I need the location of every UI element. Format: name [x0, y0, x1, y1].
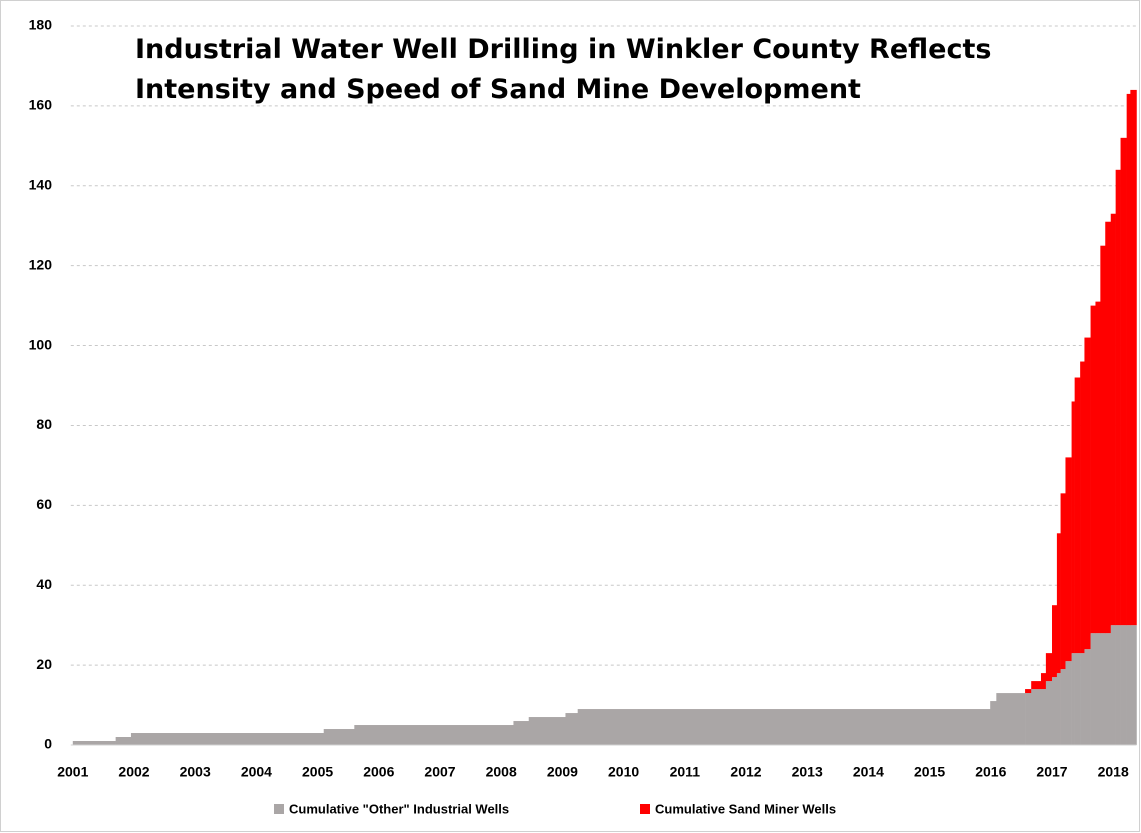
x-tick-label: 2017 [1036, 764, 1067, 780]
step-segment [1100, 633, 1106, 745]
step-segment [1120, 625, 1127, 745]
step-segment [513, 721, 530, 745]
step-segment [1060, 493, 1066, 670]
step-segment [1045, 653, 1053, 682]
x-tick-label: 2014 [853, 764, 884, 780]
step-segment [1071, 653, 1075, 745]
step-segment [1052, 677, 1058, 745]
y-tick-label: 120 [29, 256, 53, 272]
y-tick-label: 100 [29, 336, 53, 352]
x-tick-label: 2010 [608, 764, 639, 780]
step-segment [354, 725, 514, 745]
step-segment [1065, 457, 1072, 662]
x-tick-label: 2016 [975, 764, 1006, 780]
legend-swatch [640, 804, 650, 814]
x-tick-label: 2002 [118, 764, 149, 780]
step-segment [1105, 633, 1112, 745]
step-segment [1052, 605, 1058, 678]
x-tick-label: 2003 [180, 764, 211, 780]
x-tick-label: 2007 [424, 764, 455, 780]
step-segment [1060, 669, 1066, 745]
y-tick-label: 140 [29, 176, 53, 192]
step-segment [1115, 169, 1121, 626]
x-tick-label: 2012 [730, 764, 761, 780]
step-segment [1130, 89, 1137, 626]
step-segment [1110, 213, 1116, 626]
plot-area [70, 25, 1137, 745]
x-tick-label: 2009 [547, 764, 578, 780]
step-segment [1025, 693, 1032, 745]
legend-swatch [274, 804, 284, 814]
step-segment [577, 709, 991, 745]
step-segment [1110, 625, 1116, 745]
step-segment [1056, 533, 1061, 674]
step-segment [323, 729, 355, 745]
step-segment [1115, 625, 1121, 745]
step-segment [1071, 401, 1075, 654]
x-tick-label: 2004 [241, 764, 272, 780]
step-segment [565, 713, 578, 745]
step-segment [1080, 653, 1085, 745]
step-segment [1084, 337, 1091, 650]
step-segment [1031, 689, 1042, 745]
step-segment [1031, 681, 1042, 690]
step-segment [528, 717, 566, 745]
step-segment [130, 733, 325, 745]
step-segment [1056, 673, 1061, 745]
chart-title: Industrial Water Well Drilling in Winkle… [135, 34, 991, 65]
step-segment [1090, 633, 1096, 745]
chart-title: Intensity and Speed of Sand Mine Develop… [135, 74, 861, 105]
step-segment [1130, 625, 1137, 745]
x-tick-label: 2001 [57, 764, 88, 780]
x-tick-label: 2015 [914, 764, 945, 780]
step-segment [1065, 661, 1072, 745]
step-segment [1040, 689, 1047, 745]
step-segment [996, 693, 1026, 745]
x-tick-label: 2013 [792, 764, 823, 780]
step-segment [1105, 221, 1112, 634]
x-tick-label: 2005 [302, 764, 333, 780]
step-segment [1095, 301, 1101, 634]
y-tick-label: 40 [36, 576, 52, 592]
step-segment [1084, 649, 1091, 745]
step-segment [1100, 245, 1106, 634]
y-tick-label: 60 [36, 496, 52, 512]
x-tick-label: 2018 [1098, 764, 1129, 780]
step-segment [72, 741, 116, 745]
y-tick-label: 160 [29, 97, 53, 113]
step-segment [1126, 93, 1131, 626]
step-segment [1120, 137, 1127, 626]
step-segment [1090, 305, 1096, 634]
legend-item: Cumulative "Other" Industrial Wells [274, 801, 509, 816]
legend-label: Cumulative Sand Miner Wells [655, 801, 836, 816]
step-segment [1045, 681, 1053, 745]
y-tick-label: 180 [29, 17, 53, 33]
legend-label: Cumulative "Other" Industrial Wells [289, 801, 509, 816]
step-segment [1025, 689, 1032, 694]
step-segment [1126, 625, 1131, 745]
y-tick-label: 0 [44, 736, 52, 752]
step-segment [1095, 633, 1101, 745]
step-segment [1074, 377, 1081, 654]
x-tick-label: 2006 [363, 764, 394, 780]
step-segment [1080, 361, 1085, 654]
step-segment [990, 701, 997, 745]
y-tick-label: 20 [36, 656, 52, 672]
step-segment [115, 737, 132, 745]
x-tick-label: 2011 [670, 764, 701, 780]
legend-item: Cumulative Sand Miner Wells [640, 801, 836, 816]
y-tick-label: 80 [36, 416, 52, 432]
x-tick-label: 2008 [486, 764, 517, 780]
step-segment [1040, 673, 1047, 690]
step-segment [1074, 653, 1081, 745]
